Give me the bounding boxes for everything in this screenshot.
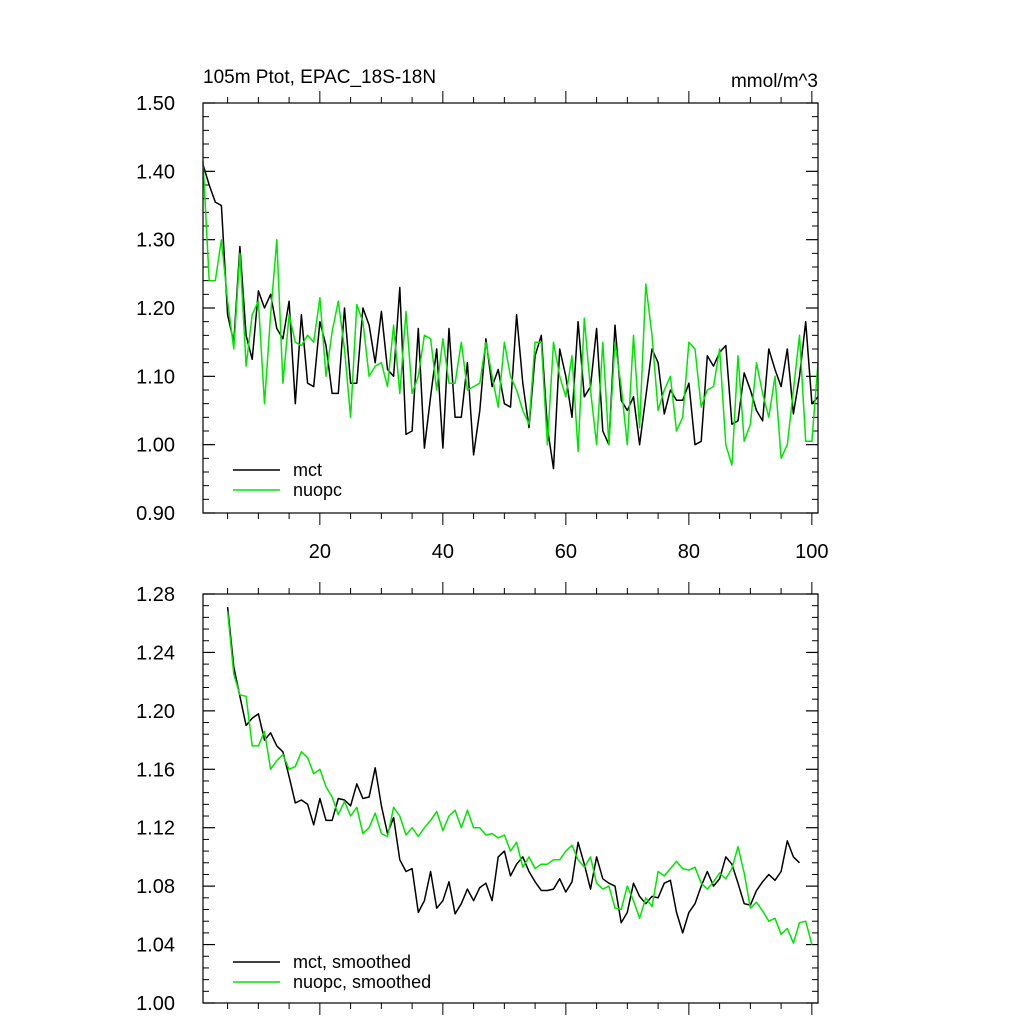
top-ytick-label: 0.90 [136,503,175,525]
bottom-ytick-label: 1.12 [136,818,175,840]
bottom-ytick-label: 1.00 [136,993,175,1015]
bottom-series-nuopc-smoothed [226,611,813,945]
legend-label-nuopc-smoothed: nuopc, smoothed [293,972,431,992]
bottom-series-mct-smoothed [226,607,801,934]
bottom-ytick-label: 1.04 [136,935,175,957]
legend-label-mct-smoothed: mct, smoothed [293,952,411,972]
bottom-ytick-label: 1.28 [136,584,175,606]
bottom-ytick-label: 1.16 [136,759,175,781]
top-xtick-label: 20 [309,541,331,563]
bottom-plot-frame [202,593,819,1004]
units-label: mmol/m^3 [731,71,818,92]
bottom-ytick-label: 1.24 [136,642,175,664]
top-ytick-label: 1.40 [136,161,175,183]
bottom-legend: mct, smoothed nuopc, smoothed [233,952,431,992]
top-legend: mct nuopc [233,460,342,500]
top-ytick-label: 1.00 [136,435,175,457]
chart-title: 105m Ptot, EPAC_18S-18N [203,67,436,88]
top-series-nuopc [202,161,819,466]
top-ytick-label: 1.50 [136,93,175,115]
top-ytick-label: 1.30 [136,230,175,252]
top-ytick-label: 1.10 [136,366,175,388]
legend-label-nuopc: nuopc [293,480,342,500]
bottom-panel: 1.00 1.04 1.08 1.12 1.16 1.20 1.24 1.28 mct, sm… [136,582,819,1015]
bottom-ytick-label: 1.08 [136,876,175,898]
bottom-ytick-label: 1.20 [136,701,175,723]
top-xtick-label: 40 [432,541,454,563]
top-xtick-label: 100 [795,541,828,563]
top-xtick-label: 60 [555,541,577,563]
top-panel: 105m Ptot, EPAC_18S-18N mmol/m^3 0.90 1.0… [136,67,828,563]
top-series-mct [202,164,819,470]
top-ytick-label: 1.20 [136,298,175,320]
top-xtick-label: 80 [678,541,700,563]
top-plot-frame [202,102,819,514]
legend-label-mct: mct [293,460,322,480]
